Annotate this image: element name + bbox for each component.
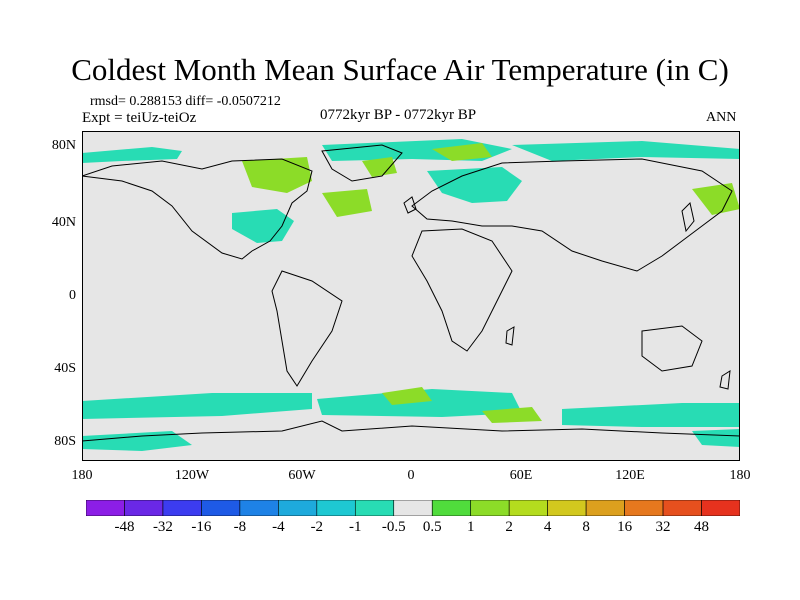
patch-kamchatka <box>692 183 740 215</box>
patch-canada <box>242 157 312 193</box>
lon-label-120e: 120E <box>615 468 645 483</box>
coast-madagascar <box>505 326 515 346</box>
coast-greenland <box>321 144 403 182</box>
coast-europe-asia <box>411 158 733 272</box>
coast-africa <box>411 228 513 352</box>
patch-southern-ocean <box>382 387 432 405</box>
patch-southern-ocean-west <box>82 393 312 419</box>
lat-label-equator: 0 <box>69 288 76 303</box>
colorbar-label: 1 <box>466 519 475 535</box>
colorbar-label: -0.5 <box>381 519 406 535</box>
lat-label-40n: 40N <box>51 215 76 230</box>
patch-antarctic-west <box>82 431 192 451</box>
coast-australia <box>641 325 703 372</box>
lon-label-180e: 180 <box>729 468 751 483</box>
colorbar-label: 32 <box>655 519 671 535</box>
colorbar-box <box>585 500 625 516</box>
patch-north-america <box>232 209 294 243</box>
patch-arctic-east <box>512 141 740 161</box>
lat-label-80s: 80S <box>54 434 76 449</box>
coast-north-america <box>82 158 313 260</box>
world-map <box>82 131 740 461</box>
coast-uk <box>403 196 417 214</box>
stats-text: rmsd= 0.288153 diff= -0.0507212 <box>90 94 281 109</box>
colorbar-box <box>201 500 241 516</box>
lon-label-0: 0 <box>407 468 415 483</box>
colorbar-label: -4 <box>272 519 285 535</box>
coast-new-zealand <box>719 370 731 390</box>
patch-barents <box>432 143 492 161</box>
colorbar <box>86 500 740 516</box>
lon-label-60e: 60E <box>509 468 533 483</box>
coastlines <box>82 144 740 442</box>
experiment-text: Expt = teiUz-teiOz <box>82 110 197 126</box>
colorbar-label: 8 <box>582 519 590 535</box>
colorbar-label: 0.5 <box>422 519 442 535</box>
colorbar-label: -2 <box>310 519 324 535</box>
colorbar-box <box>508 500 548 516</box>
lon-label-120w: 120W <box>174 468 210 483</box>
colorbar-label: -48 <box>114 519 135 535</box>
colorbar-label: -8 <box>233 519 247 535</box>
colorbar-box <box>354 500 395 516</box>
colorbar-box <box>278 500 318 516</box>
patch-antarctic-east <box>692 429 740 447</box>
colorbar-box <box>162 500 202 516</box>
patch-indian-ocean <box>482 407 542 423</box>
patch-arctic-pacific <box>82 147 182 163</box>
coast-antarctica <box>82 420 740 442</box>
colorbar-box <box>662 500 702 516</box>
lat-label-40s: 40S <box>54 361 76 376</box>
colorbar-box <box>624 500 664 516</box>
patch-atlantic <box>322 189 372 217</box>
period-text: 0772kyr BP - 0772kyr BP <box>320 107 477 123</box>
colorbar-box <box>701 500 740 516</box>
colorbar-box <box>239 500 279 516</box>
colorbar-label: -1 <box>349 519 362 535</box>
season-text: ANN <box>706 110 737 125</box>
map-frame <box>82 131 740 461</box>
colorbar-label: 4 <box>543 519 552 535</box>
colorbar-label: 2 <box>505 519 513 535</box>
patch-southern-ocean-east <box>562 403 740 427</box>
colorbar-box <box>431 500 472 516</box>
colorbar-label: -16 <box>191 519 212 535</box>
colorbar-box <box>86 500 125 516</box>
lat-label-80n: 80N <box>51 138 76 153</box>
colorbar-box <box>470 500 510 516</box>
colorbar-label: 16 <box>617 519 633 535</box>
coast-japan <box>681 202 695 233</box>
warming-anomaly-patches <box>242 143 740 423</box>
colorbar-box <box>547 500 587 516</box>
lon-label-60w: 60W <box>288 468 316 483</box>
colorbar-label: 48 <box>694 519 710 535</box>
colorbar-box <box>393 500 433 516</box>
lon-label-180w: 180 <box>71 468 93 483</box>
patch-scandinavia <box>427 167 522 203</box>
coast-south-america <box>271 270 343 387</box>
patch-southern-ocean-mid <box>317 389 522 417</box>
chart-title: Coldest Month Mean Surface Air Temperatu… <box>71 52 729 87</box>
colorbar-box <box>124 500 164 516</box>
patch-greenland-sea <box>362 157 397 177</box>
colorbar-label: -32 <box>152 519 173 535</box>
cooling-anomaly-patches <box>82 139 740 451</box>
colorbar-box <box>316 500 356 516</box>
